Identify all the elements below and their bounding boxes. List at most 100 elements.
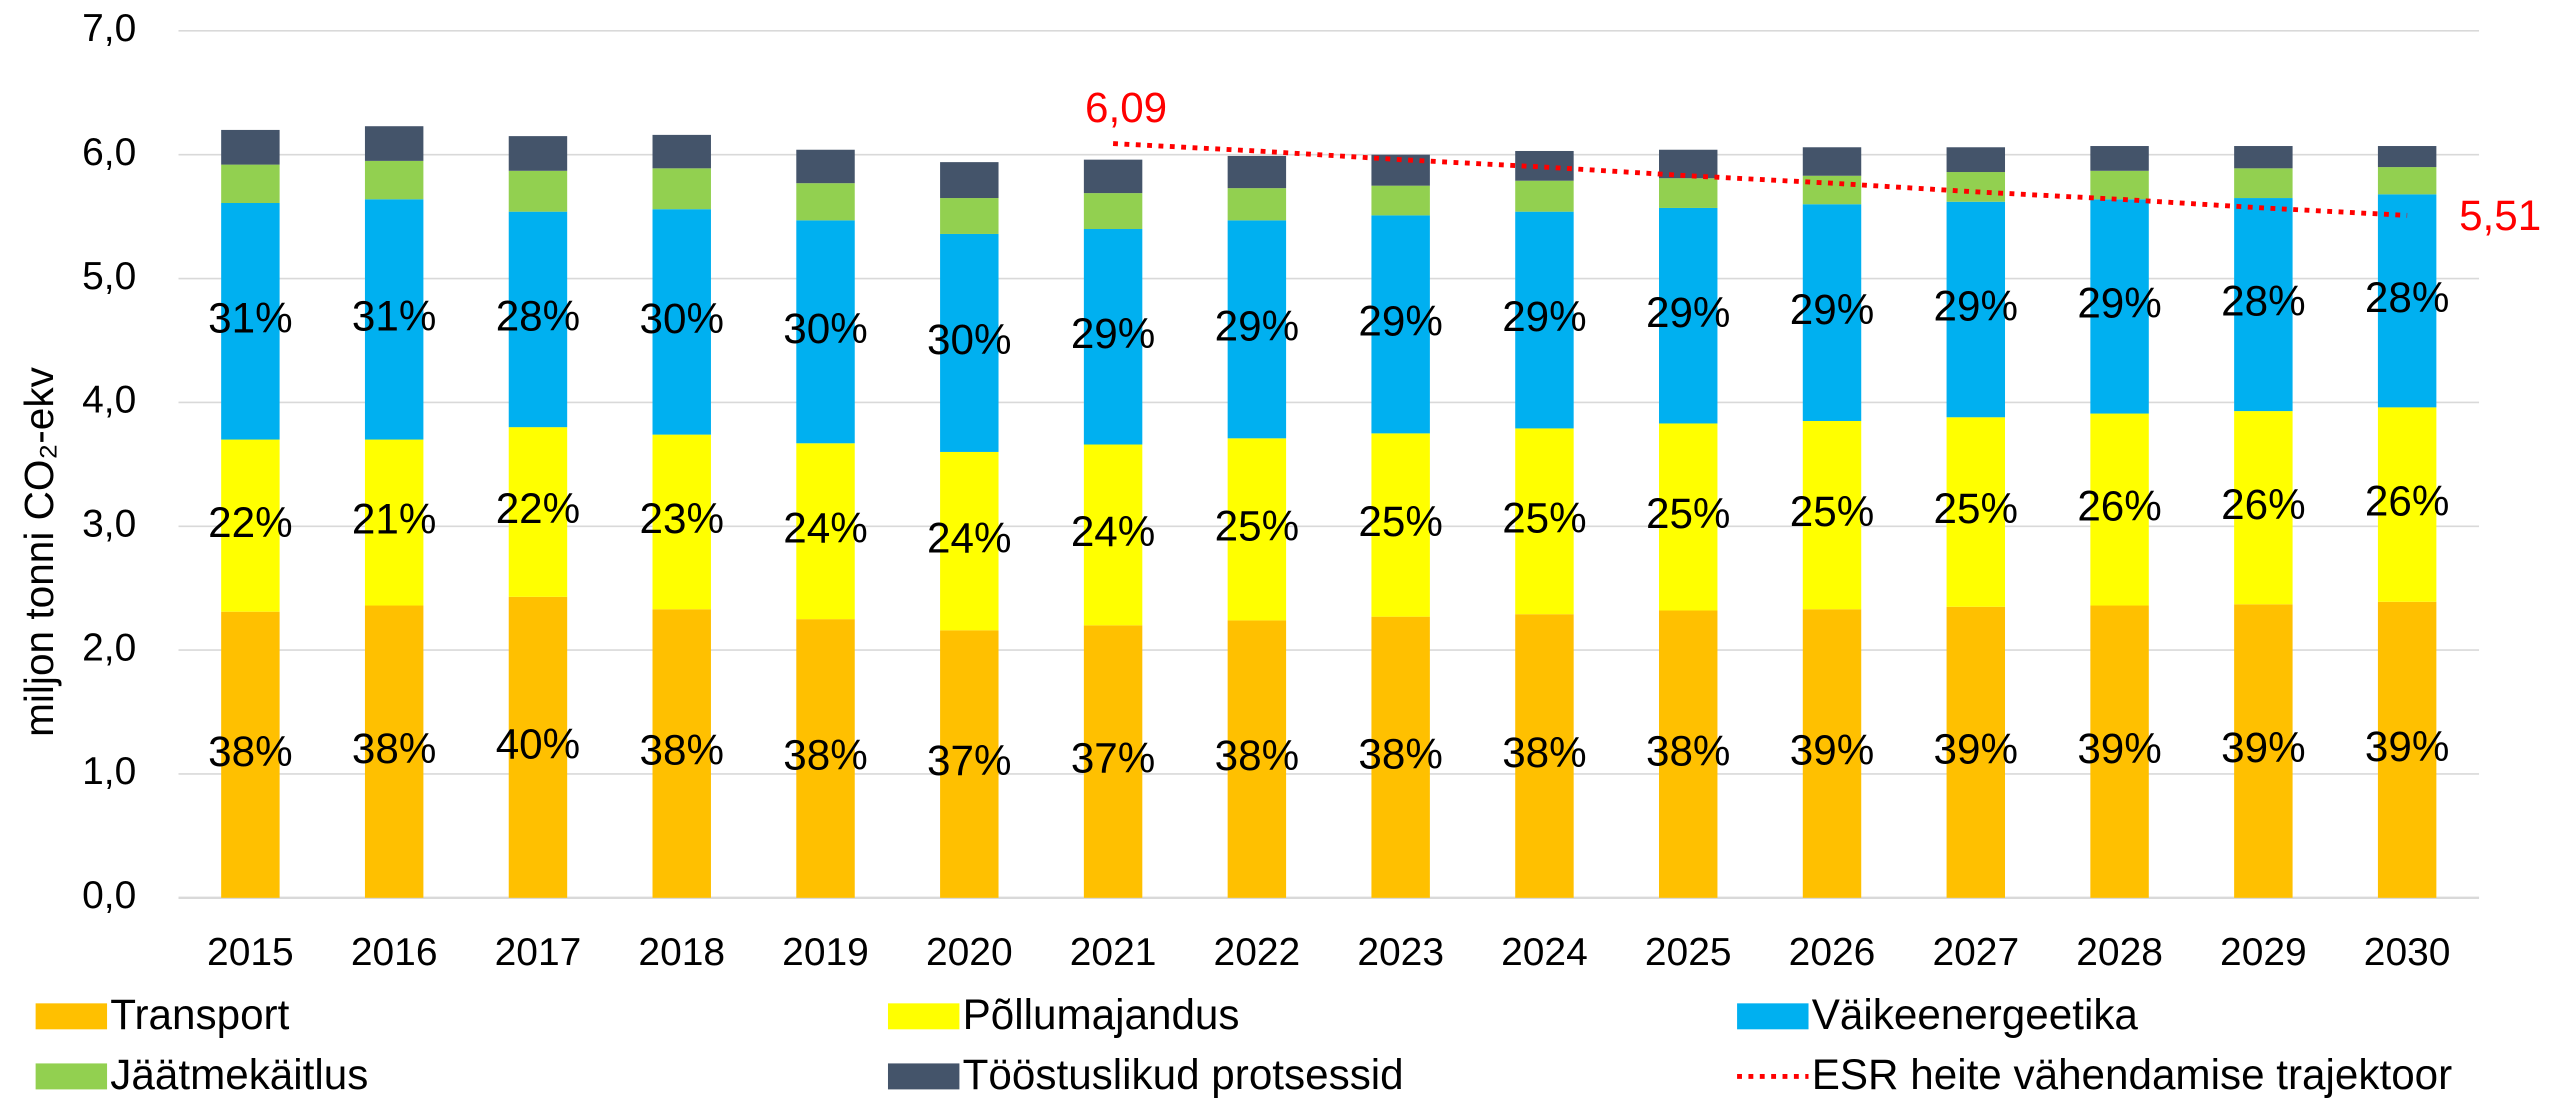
- data-label: 28%: [496, 293, 580, 340]
- data-label: 26%: [2221, 481, 2305, 528]
- bar-segment: [508, 427, 568, 597]
- y-tick-label: 5,0: [82, 255, 136, 298]
- bar-segment: [2234, 604, 2293, 898]
- y-tick-label: 6,0: [82, 131, 136, 174]
- bar-segment: [796, 149, 855, 184]
- bar-segment: [652, 609, 711, 898]
- bar-segment: [1083, 159, 1143, 194]
- data-label: 22%: [496, 485, 580, 532]
- bar-segment: [796, 443, 855, 620]
- bar-segment: [796, 619, 855, 898]
- bar-segment: [940, 162, 999, 199]
- legend-swatch: [887, 1003, 960, 1030]
- bar-segment: [221, 164, 280, 204]
- bar-segment: [940, 630, 999, 898]
- bar-segment: [2090, 413, 2149, 606]
- y-tick-label: 4,0: [82, 379, 136, 422]
- bar-segment: [1659, 423, 1718, 611]
- x-tick-label: 2016: [351, 931, 438, 974]
- data-label: 37%: [1071, 735, 1155, 782]
- bar-segment: [1515, 614, 1574, 898]
- data-label: 30%: [783, 305, 867, 352]
- data-label: 24%: [783, 504, 867, 551]
- legend-label: Transport: [110, 991, 289, 1038]
- bar-segment: [2234, 146, 2293, 169]
- data-label: 25%: [1502, 494, 1586, 541]
- bar-segment: [2377, 194, 2437, 408]
- data-label: 30%: [640, 295, 724, 342]
- y-axis-title: miljon tonni CO₂-ekv: [16, 366, 62, 737]
- bar-segment: [1659, 149, 1718, 179]
- bar-segment: [1227, 220, 1287, 439]
- data-label: 38%: [1646, 727, 1730, 774]
- bar-segment: [652, 434, 711, 610]
- bar-segment: [508, 596, 568, 898]
- bar-segment: [2234, 411, 2293, 605]
- bar-segment: [2090, 146, 2149, 171]
- data-label: 29%: [1790, 286, 1874, 333]
- x-tick-label: 2025: [1645, 931, 1732, 974]
- x-tick-label: 2018: [638, 931, 725, 974]
- bar-segment: [2377, 601, 2437, 898]
- data-label: 26%: [2077, 483, 2161, 530]
- legend-swatch: [1737, 1003, 1809, 1030]
- bar-segment: [2090, 199, 2149, 414]
- bar-segment: [1083, 444, 1143, 626]
- data-label: 29%: [1502, 293, 1586, 340]
- x-tick-label: 2020: [926, 931, 1013, 974]
- bar-segment: [1515, 180, 1574, 212]
- bar-segment: [364, 126, 424, 161]
- bar-segment: [652, 209, 711, 435]
- y-tick-label: 0,0: [82, 874, 136, 917]
- bar-segment: [1659, 610, 1718, 898]
- x-tick-label: 2029: [2220, 931, 2307, 974]
- data-label: 29%: [1358, 298, 1442, 345]
- x-tick-label: 2022: [1214, 931, 1301, 974]
- bar-segment: [1083, 229, 1143, 445]
- data-label: 39%: [1934, 725, 2018, 772]
- data-label: 39%: [2077, 725, 2161, 772]
- bar-segment: [2377, 146, 2437, 168]
- bar-segment: [940, 451, 999, 631]
- data-label: 39%: [2221, 724, 2305, 771]
- bar-segment: [508, 170, 568, 212]
- data-label: 30%: [927, 316, 1011, 363]
- bar-segment: [1659, 207, 1718, 424]
- data-label: 37%: [927, 737, 1011, 784]
- bar-segment: [1802, 609, 1862, 898]
- bar-segment: [508, 211, 568, 428]
- bar-segment: [1227, 438, 1287, 621]
- data-label: 21%: [352, 496, 436, 543]
- trend-line: [1112, 141, 2408, 218]
- bar-segment: [221, 611, 280, 898]
- bar-segment: [1659, 178, 1718, 208]
- data-label: 5,51: [2459, 192, 2541, 239]
- x-tick-label: 2028: [2076, 931, 2163, 974]
- bar-segment: [1515, 211, 1574, 429]
- bar-segment: [1946, 417, 2006, 607]
- bar-segment: [221, 129, 280, 165]
- bar-segment: [2377, 167, 2437, 195]
- bar-segment: [221, 203, 280, 440]
- legend-swatch: [35, 1003, 108, 1030]
- x-tick-label: 2015: [207, 931, 294, 974]
- data-label: 25%: [1790, 488, 1874, 535]
- data-label: 25%: [1358, 498, 1442, 545]
- data-label: 31%: [352, 293, 436, 340]
- data-label: 24%: [927, 514, 1011, 561]
- bar-segment: [2234, 198, 2293, 412]
- data-label: 38%: [1502, 729, 1586, 776]
- data-label: 22%: [208, 499, 292, 546]
- legend-label: Põllumajandus: [963, 991, 1240, 1038]
- bar-segment: [1946, 147, 2006, 173]
- legend-label: Tööstuslikud protsessid: [963, 1051, 1404, 1098]
- data-label: 28%: [2365, 274, 2449, 321]
- y-tick-label: 1,0: [82, 750, 136, 793]
- data-label: 29%: [1646, 289, 1730, 336]
- bar-segment: [2090, 605, 2149, 898]
- bar-segment: [796, 220, 855, 444]
- x-tick-label: 2023: [1357, 931, 1444, 974]
- bar-segment: [940, 198, 999, 234]
- data-label: 29%: [1934, 283, 2018, 330]
